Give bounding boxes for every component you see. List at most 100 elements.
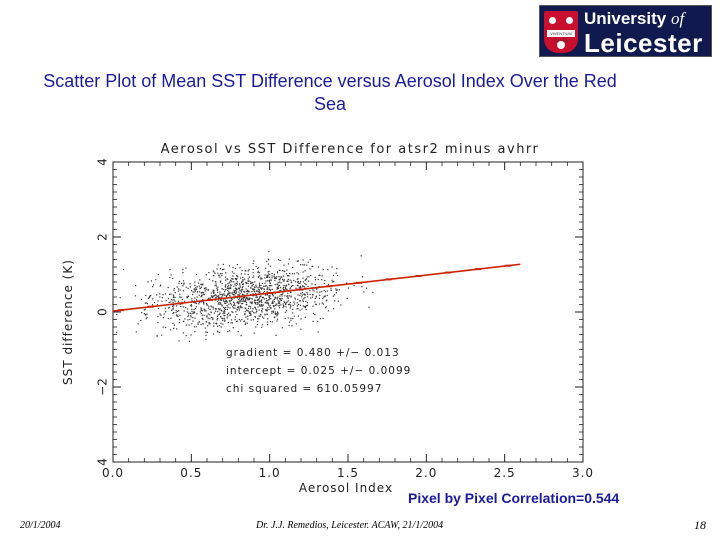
scatter-point <box>201 314 203 316</box>
scatter-point <box>276 298 278 300</box>
scatter-point <box>202 291 204 294</box>
scatter-point <box>223 317 225 319</box>
scatter-point <box>287 304 290 306</box>
scatter-point <box>187 319 189 321</box>
scatter-point <box>193 309 195 311</box>
scatter-point <box>335 289 337 291</box>
scatter-point <box>253 300 256 302</box>
scatter-point <box>212 291 214 293</box>
scatter-point <box>255 312 257 314</box>
scatter-point <box>220 322 222 324</box>
scatter-point <box>256 310 258 313</box>
scatter-point <box>203 314 205 316</box>
scatter-point <box>229 301 231 303</box>
scatter-point <box>259 295 261 297</box>
scatter-point <box>234 295 236 297</box>
scatter-point <box>268 297 271 299</box>
scatter-point <box>296 278 298 280</box>
scatter-point <box>261 299 263 301</box>
scatter-point <box>236 308 238 310</box>
scatter-point <box>179 289 181 291</box>
scatter-point <box>210 292 212 294</box>
scatter-point <box>253 260 255 262</box>
scatter-point <box>252 281 254 284</box>
scatter-point <box>278 301 280 303</box>
scatter-point <box>172 313 174 315</box>
scatter-point <box>271 321 273 323</box>
scatter-point <box>237 301 239 303</box>
scatter-point <box>208 322 210 324</box>
scatter-point <box>300 296 303 298</box>
scatter-point <box>245 283 247 285</box>
scatter-point <box>219 308 221 310</box>
scatter-point <box>225 279 227 281</box>
scatter-point <box>251 301 253 303</box>
scatter-point <box>224 294 226 296</box>
scatter-point <box>226 313 228 315</box>
scatter-point <box>169 276 171 279</box>
scatter-point <box>245 281 247 283</box>
scatter-point <box>232 304 235 306</box>
scatter-point <box>192 293 194 296</box>
scatter-point <box>287 292 289 294</box>
scatter-point <box>243 320 245 323</box>
scatter-point <box>258 300 260 303</box>
scatter-point <box>205 331 207 333</box>
scatter-point <box>188 324 190 326</box>
scatter-point <box>193 312 195 314</box>
scatter-point <box>372 291 374 293</box>
scatter-point <box>262 297 264 299</box>
scatter-point <box>250 307 252 309</box>
scatter-point <box>157 322 159 324</box>
scatter-point <box>321 302 323 304</box>
scatter-point <box>292 305 294 307</box>
scatter-point <box>159 293 161 295</box>
scatter-point <box>244 311 246 313</box>
scatter-point <box>195 287 197 289</box>
scatter-point <box>199 311 201 313</box>
scatter-point <box>277 259 280 261</box>
scatter-point <box>284 302 286 304</box>
scatter-point <box>255 292 257 294</box>
scatter-point <box>319 318 321 320</box>
scatter-point <box>229 330 231 332</box>
scatter-point <box>230 284 232 286</box>
scatter-point <box>173 299 175 301</box>
scatter-point <box>205 310 207 312</box>
scatter-point <box>222 288 224 291</box>
scatter-point <box>306 296 309 298</box>
scatter-point <box>212 306 214 308</box>
scatter-point <box>238 288 240 290</box>
scatter-point <box>199 279 201 281</box>
university-logo: VIVENTIUM CAUSA University of Leicester <box>539 5 712 57</box>
scatter-point <box>324 295 326 297</box>
scatter-point <box>246 289 248 292</box>
scatter-point <box>182 268 184 271</box>
scatter-point <box>293 301 295 303</box>
scatter-point <box>277 288 279 290</box>
scatter-point <box>257 318 259 320</box>
scatter-point <box>160 314 162 316</box>
scatter-point <box>231 322 234 324</box>
scatter-point <box>269 273 271 276</box>
scatter-point <box>233 285 235 287</box>
scatter-point <box>193 288 195 290</box>
scatter-point <box>273 275 275 277</box>
scatter-point <box>219 276 221 278</box>
scatter-point <box>204 290 206 292</box>
crest-motto: VIVENTIUM CAUSA <box>550 31 572 43</box>
scatter-point <box>260 303 262 306</box>
scatter-point <box>305 309 307 311</box>
scatter-point <box>216 289 218 291</box>
scatter-point <box>186 297 188 299</box>
scatter-point <box>200 323 202 326</box>
scatter-point <box>150 280 152 282</box>
scatter-point <box>273 316 275 319</box>
scatter-point <box>314 284 316 286</box>
scatter-point <box>268 294 270 297</box>
scatter-point <box>211 296 213 298</box>
scatter-point <box>231 298 233 300</box>
scatter-point <box>309 293 311 296</box>
scatter-point <box>260 314 262 316</box>
scatter-point <box>230 319 233 321</box>
